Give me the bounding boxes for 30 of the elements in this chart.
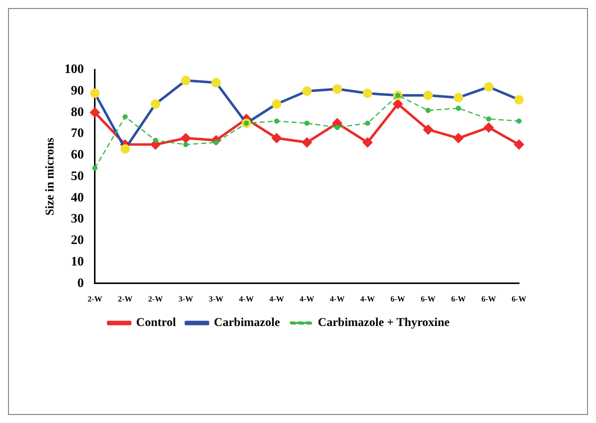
x-tick-label: 4-W (300, 294, 314, 304)
y-tick-label: 70 (70, 125, 84, 140)
x-tick-label: 3-W (208, 294, 224, 304)
y-tick-label: 60 (70, 146, 84, 162)
y-axis-title: Size in microns (42, 137, 56, 216)
x-tick-label: 4-W (269, 294, 284, 304)
x-tick-label: 4-W (239, 294, 254, 304)
x-tick-label: 6-W (481, 294, 496, 304)
y-tick-label: 100 (64, 61, 84, 76)
x-tick-label: 4-W (360, 294, 375, 304)
y-tick-label: 0 (77, 274, 84, 290)
x-tick-label: 6-W (512, 294, 526, 304)
y-tick-label: 10 (70, 253, 84, 268)
y-tick-label: 50 (70, 168, 84, 183)
legend-label: Control (136, 315, 177, 330)
x-tick-label: 6-W (451, 294, 466, 304)
legend-label: Carbimazole + Thyroxine (318, 315, 450, 330)
legend-label: Carbimazole (214, 315, 281, 330)
x-tick-label: 6-W (390, 294, 406, 304)
y-tick-label: 90 (70, 82, 84, 98)
y-tick-label: 40 (70, 189, 84, 204)
y-tick-label: 30 (70, 210, 84, 226)
x-tick-label: 2-W (118, 294, 133, 304)
x-tick-label: 2-W (148, 294, 163, 304)
y-tick-label: 20 (70, 232, 84, 248)
x-tick-label: 4-W (330, 294, 345, 304)
y-tick-label: 80 (70, 104, 84, 119)
x-tick-label: 2-W (88, 294, 102, 304)
x-tick-label: 3-W (178, 294, 194, 304)
x-tick-label: 6-W (420, 294, 436, 304)
